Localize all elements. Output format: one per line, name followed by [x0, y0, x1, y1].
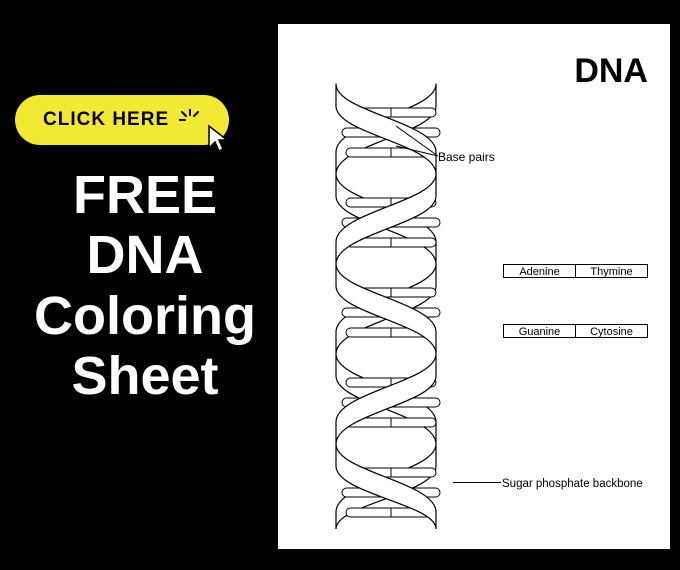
cta-label: CLICK HERE: [43, 109, 169, 131]
promo-line-3: Coloring: [15, 286, 275, 346]
promo-line-4: Sheet: [15, 346, 275, 406]
label-backbone: Sugar phosphate backbone: [502, 478, 643, 490]
promo-line-2: DNA: [15, 225, 275, 285]
leader-backbone: [453, 482, 501, 484]
pair-bar-gc: Guanine Cytosine: [503, 324, 648, 338]
pair-at-right: Thymine: [576, 265, 647, 277]
pair-gc-left: Guanine: [504, 325, 576, 337]
pair-gc-right: Cytosine: [576, 325, 647, 337]
coloring-sheet: DNA: [278, 24, 670, 549]
label-base-pairs: Base pairs: [438, 150, 495, 164]
promo-text: FREE DNA Coloring Sheet: [15, 165, 275, 407]
pair-bar-at: Adenine Thymine: [503, 264, 648, 278]
click-sparks-icon: [179, 109, 201, 131]
leader-base-pairs: [396, 122, 440, 164]
pair-at-left: Adenine: [504, 265, 576, 277]
sheet-title: DNA: [574, 52, 648, 91]
click-here-button[interactable]: CLICK HERE: [15, 95, 229, 145]
cursor-icon: [205, 123, 239, 157]
promo-line-1: FREE: [15, 165, 275, 225]
